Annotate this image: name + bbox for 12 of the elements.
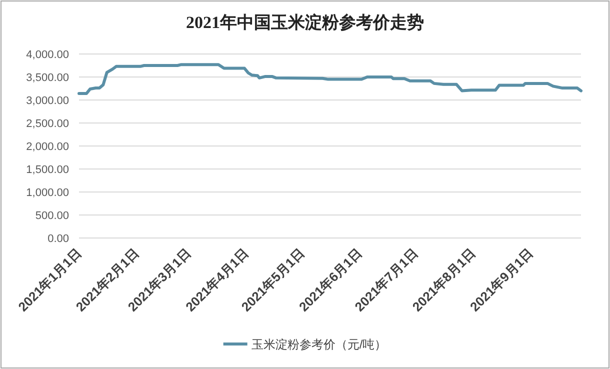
line-series bbox=[78, 63, 582, 96]
y-tick-label: 3,500.00 bbox=[26, 72, 69, 84]
y-tick-label: 2,500.00 bbox=[26, 118, 69, 130]
y-tick-label: 1,500.00 bbox=[26, 164, 69, 176]
y-tick-label: 1,000.00 bbox=[26, 187, 69, 199]
y-tick-label: 500.00 bbox=[35, 210, 69, 222]
legend-label: 玉米淀粉参考价（元/吨） bbox=[251, 338, 387, 352]
y-tick-label: 4,000.00 bbox=[26, 49, 69, 61]
y-tick-label: 0.00 bbox=[48, 233, 69, 245]
y-tick-label: 2,000.00 bbox=[26, 141, 69, 153]
chart-title: 2021年中国玉米淀粉参考价走势 bbox=[186, 13, 424, 32]
y-tick-label: 3,000.00 bbox=[26, 95, 69, 107]
